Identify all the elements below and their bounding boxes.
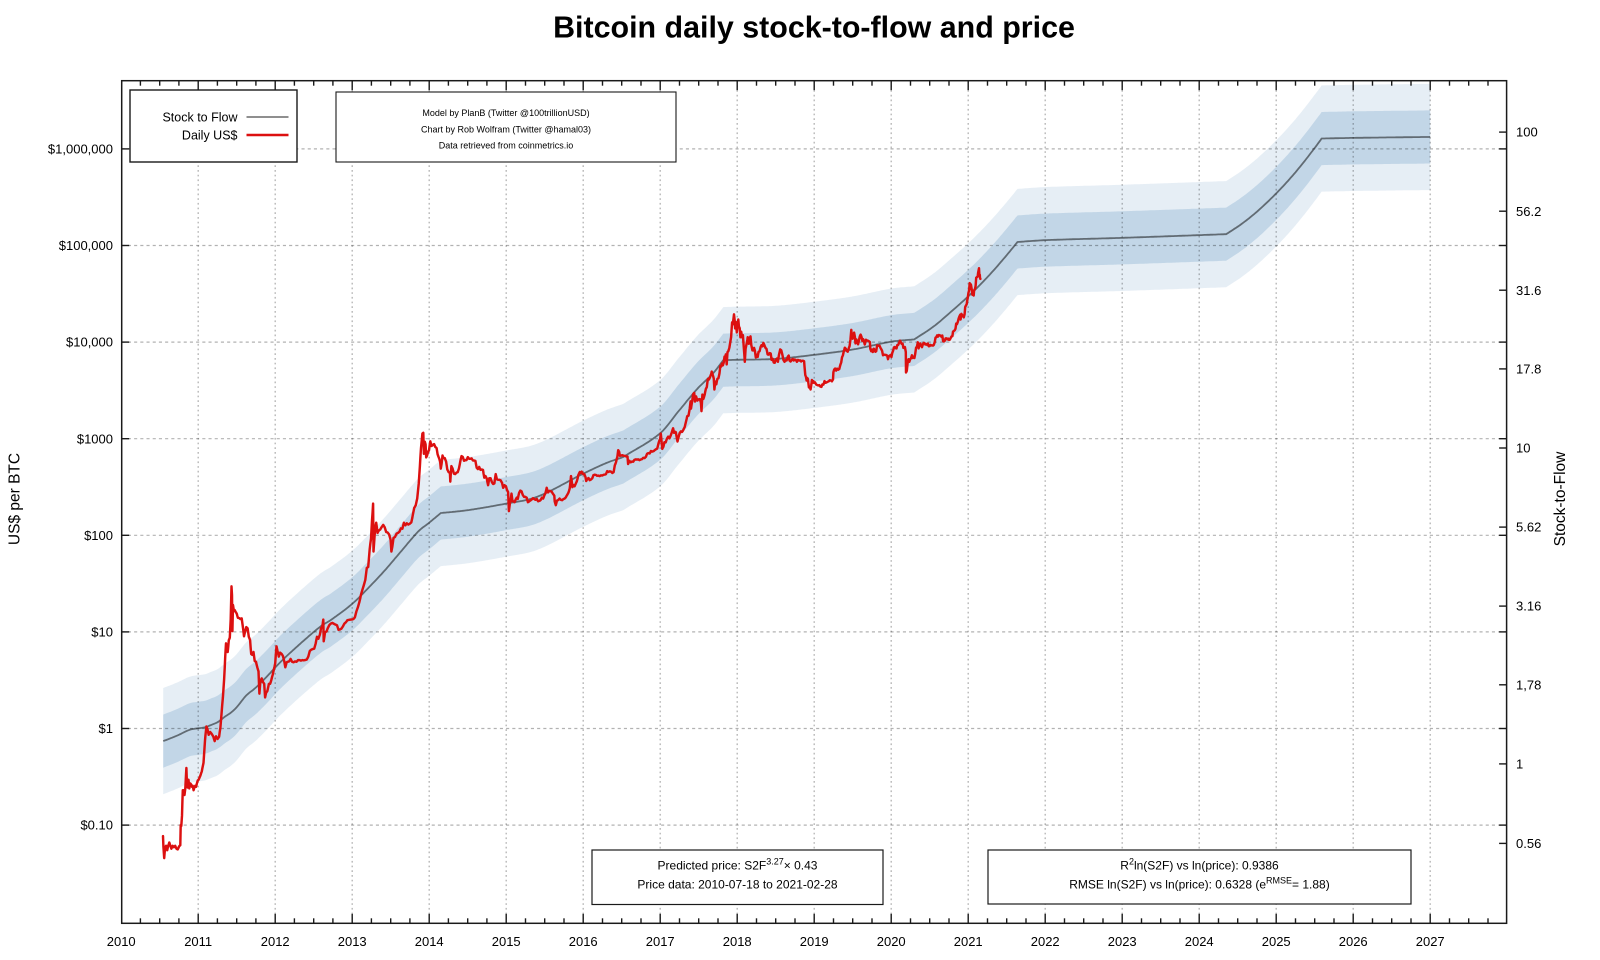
svg-text:RMSE ln(S2F) vs ln(price): 0.6: RMSE ln(S2F) vs ln(price): 0.6328 (eRMSE… <box>1069 876 1329 892</box>
svg-text:10: 10 <box>1516 441 1530 456</box>
svg-text:2017: 2017 <box>646 934 675 949</box>
svg-text:Stock to Flow: Stock to Flow <box>162 110 238 124</box>
svg-text:$1,000,000: $1,000,000 <box>48 142 113 157</box>
svg-text:2021: 2021 <box>954 934 983 949</box>
svg-text:2024: 2024 <box>1185 934 1214 949</box>
svg-text:2026: 2026 <box>1339 934 1368 949</box>
svg-text:Price data: 2010-07-18 to 2021: Price data: 2010-07-18 to 2021-02-28 <box>637 878 837 892</box>
svg-text:3.16: 3.16 <box>1516 599 1541 614</box>
svg-text:$10,000: $10,000 <box>66 335 113 350</box>
svg-text:Model by PlanB (Twitter @100tr: Model by PlanB (Twitter @100trillionUSD) <box>422 108 589 118</box>
svg-text:1: 1 <box>1516 757 1523 772</box>
svg-text:Predicted price: S2F3.27× 0.43: Predicted price: S2F3.27× 0.43 <box>658 857 818 873</box>
svg-text:31.6: 31.6 <box>1516 283 1541 298</box>
svg-text:Stock-to-Flow: Stock-to-Flow <box>1552 451 1569 547</box>
svg-text:2020: 2020 <box>877 934 906 949</box>
svg-text:56.2: 56.2 <box>1516 204 1541 219</box>
svg-text:2012: 2012 <box>261 934 290 949</box>
svg-text:$1: $1 <box>99 721 113 736</box>
svg-text:R2ln(S2F) vs ln(price): 0.9386: R2ln(S2F) vs ln(price): 0.9386 <box>1120 857 1279 873</box>
svg-text:2023: 2023 <box>1108 934 1137 949</box>
svg-text:2015: 2015 <box>492 934 521 949</box>
svg-text:1,78: 1,78 <box>1516 677 1541 692</box>
svg-text:$100: $100 <box>84 528 113 543</box>
svg-text:0.56: 0.56 <box>1516 836 1541 851</box>
svg-text:$1000: $1000 <box>77 431 113 446</box>
svg-text:2018: 2018 <box>723 934 752 949</box>
svg-text:Daily US$: Daily US$ <box>182 128 238 142</box>
svg-text:100: 100 <box>1516 125 1538 140</box>
svg-text:2010: 2010 <box>107 934 136 949</box>
svg-text:2013: 2013 <box>338 934 367 949</box>
svg-text:2019: 2019 <box>800 934 829 949</box>
svg-text:Bitcoin daily stock-to-flow an: Bitcoin daily stock-to-flow and price <box>553 11 1075 45</box>
svg-text:2025: 2025 <box>1262 934 1291 949</box>
svg-text:$10: $10 <box>91 625 113 640</box>
svg-text:5.62: 5.62 <box>1516 520 1541 535</box>
svg-text:2022: 2022 <box>1031 934 1060 949</box>
svg-text:Data retrieved from coinmetric: Data retrieved from coinmetrics.io <box>439 141 574 151</box>
svg-text:Chart by Rob Wolfram (Twitter: Chart by Rob Wolfram (Twitter @hamal03) <box>421 125 591 135</box>
svg-text:2011: 2011 <box>184 934 212 949</box>
svg-text:17.8: 17.8 <box>1516 362 1541 377</box>
svg-text:$100,000: $100,000 <box>59 238 113 253</box>
svg-text:US$ per BTC: US$ per BTC <box>7 453 24 545</box>
svg-text:$0.10: $0.10 <box>80 818 113 833</box>
svg-text:2027: 2027 <box>1416 934 1445 949</box>
svg-text:2014: 2014 <box>415 934 444 949</box>
svg-text:2016: 2016 <box>569 934 598 949</box>
